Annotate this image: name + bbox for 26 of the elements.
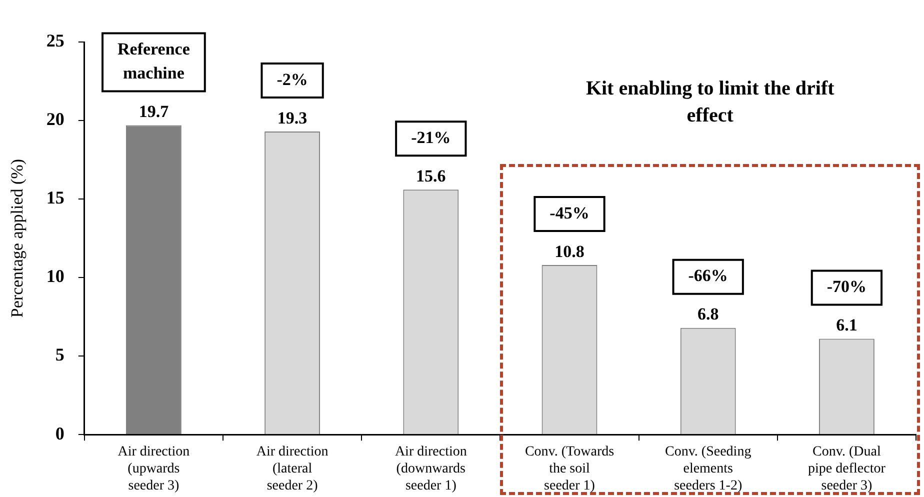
annotation: -2% xyxy=(276,70,308,89)
annotation: -70% xyxy=(826,277,867,296)
y-tick-label: 15 xyxy=(46,188,64,208)
annotation: -45% xyxy=(550,203,590,222)
data-label: 19.7 xyxy=(138,102,170,122)
data-label: 6.8 xyxy=(697,304,719,324)
x-tick-label: Conv. (Dual pipe deflector seeder 3) xyxy=(808,444,886,494)
x-tick-label: Air direction (upwards seeder 3) xyxy=(118,444,190,494)
x-tick-label: Air direction (downwards seeder 1) xyxy=(394,444,467,494)
data-label: 6.1 xyxy=(836,316,858,335)
y-tick-label: 20 xyxy=(46,109,64,130)
annotation: Kit enabling to limit the drift effect xyxy=(586,78,835,127)
annotation: Reference machine xyxy=(118,40,190,83)
y-tick-label: 0 xyxy=(55,423,64,444)
x-tick-label: Air direction (lateral seeder 2) xyxy=(256,444,328,494)
x-tick-label: Conv. (Seeding elements seeders 1-2) xyxy=(665,444,752,494)
y-tick-label: 5 xyxy=(55,344,64,365)
annotation: -66% xyxy=(688,266,728,286)
data-label: 19.3 xyxy=(277,108,308,128)
x-tick-label: Conv. (Towards the soil seeder 1) xyxy=(524,444,614,494)
data-label: 10.8 xyxy=(554,242,584,261)
data-label: 15.6 xyxy=(416,166,446,186)
y-tick-label: 25 xyxy=(46,30,64,51)
annotation: -21% xyxy=(411,128,451,148)
y-axis-title: Percentage applied (%) xyxy=(8,159,27,318)
y-tick-label: 10 xyxy=(46,266,64,286)
